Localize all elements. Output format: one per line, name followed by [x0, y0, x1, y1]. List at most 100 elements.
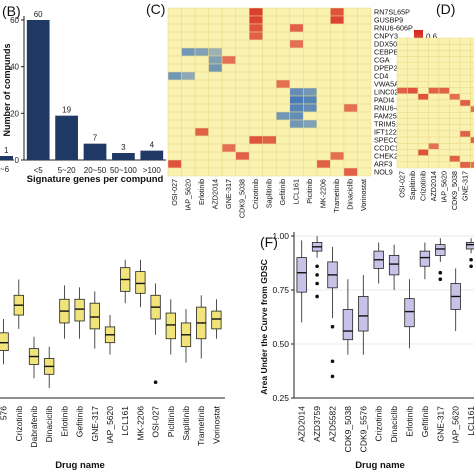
c-heat-cell — [330, 127, 345, 137]
d-heat-cell — [438, 68, 450, 76]
c-heat-cell — [221, 71, 236, 81]
c-heat-cell — [303, 127, 318, 137]
c-heat-cell — [316, 87, 331, 97]
d-col-label: IAP_5620 — [439, 171, 448, 203]
d-heat-cell — [438, 112, 450, 119]
c-heat-cell — [289, 55, 304, 65]
c-heat-cell — [194, 127, 209, 137]
d-heat-cell — [417, 56, 429, 64]
c-heat-cell — [194, 71, 209, 81]
c-heat-cell — [303, 55, 318, 65]
f-box — [435, 244, 446, 256]
c-heat-cell — [167, 47, 182, 57]
c-heat-cell — [316, 79, 331, 89]
c-heat-cell — [181, 55, 196, 65]
e-box — [0, 332, 9, 352]
c-heat-cell — [357, 7, 372, 17]
c-heat-cell — [357, 47, 372, 57]
d-heat-cell — [459, 43, 471, 51]
c-heat-cell — [221, 55, 236, 65]
c-heat-cell — [330, 55, 345, 65]
f-box — [296, 257, 307, 293]
c-row-label: NOL9 — [374, 168, 393, 177]
e-x-tick-label: Gefitinib — [75, 406, 85, 437]
c-heat-cell — [343, 111, 358, 121]
c-heat-cell — [343, 7, 358, 17]
c-heat-cell — [194, 79, 209, 89]
c-heat-cell — [181, 167, 196, 177]
d-heat-cell — [396, 56, 408, 64]
c-heat-cell — [262, 47, 277, 57]
f-outlier — [330, 324, 335, 329]
c-heat-cell — [248, 143, 263, 153]
c-heat-cell — [194, 39, 209, 49]
c-heat-cell — [235, 87, 250, 97]
b-x-tick-label: 50~100 — [110, 166, 137, 175]
c-heat-cell — [276, 39, 291, 49]
d-heat-cell — [470, 87, 474, 94]
c-heat-cell — [289, 7, 304, 17]
c-heat-cell — [303, 151, 318, 161]
c-heat-cell — [316, 143, 331, 153]
c-heat-cell — [357, 95, 372, 105]
f-x-tick-label: Erlotinib — [405, 406, 415, 437]
c-heat-cell — [357, 23, 372, 33]
c-col-label: Dinaciclib — [346, 179, 355, 210]
c-heat-cell — [248, 55, 263, 65]
c-heat-cell — [357, 39, 372, 49]
d-heat-cell — [407, 56, 419, 64]
d-heat-cell — [428, 161, 440, 169]
c-heat-cell — [235, 55, 250, 65]
c-heat-cell — [181, 159, 196, 169]
c-col-label: CDK9_5038 — [237, 179, 246, 218]
d-heat-cell — [459, 87, 471, 94]
f-box — [465, 242, 474, 250]
c-heat-cell — [276, 103, 291, 113]
c-heat-cell — [181, 79, 196, 89]
c-heat-cell — [343, 127, 358, 137]
d-heat-cell — [417, 136, 429, 144]
c-row-label: CD4 — [374, 72, 388, 81]
c-heat-cell — [221, 159, 236, 169]
d-heat-cell — [417, 161, 429, 169]
d-col-label: Saplitinib — [408, 171, 417, 200]
c-heat-cell — [248, 111, 263, 121]
c-heat-cell — [235, 47, 250, 57]
c-heat-cell — [316, 39, 331, 49]
c-heat-cell — [208, 79, 223, 89]
c-row-label: DDX50P1 — [374, 40, 406, 49]
b-bar — [83, 143, 107, 160]
c-heat-cell — [316, 119, 331, 129]
c-row-label: CNPY3 — [374, 32, 398, 41]
c-heat-cell — [167, 55, 182, 65]
d-heat-cell — [459, 56, 471, 64]
d-heat-cell — [396, 87, 408, 94]
c-heat-cell — [208, 95, 223, 105]
d-heat-cell — [470, 99, 474, 107]
c-heat-cell — [343, 63, 358, 73]
c-heat-cell — [181, 39, 196, 49]
c-heat-cell — [343, 119, 358, 129]
b-left-bar — [0, 156, 13, 160]
c-heat-cell — [276, 47, 291, 57]
c-heat-cell — [181, 135, 196, 145]
d-heat-cell — [449, 124, 461, 132]
c-col-label: OSI-027 — [170, 179, 179, 206]
d-heat-cell — [407, 142, 419, 150]
c-heat-cell — [235, 159, 250, 169]
d-heat-cell — [449, 118, 461, 125]
c-heat-cell — [181, 31, 196, 41]
b-y-tick-label: 0 — [15, 156, 20, 165]
c-heat-cell — [248, 103, 263, 113]
e-x-tick-label: IAP_5620 — [105, 406, 115, 444]
d-heat-cell — [438, 155, 450, 163]
c-heat-cell — [167, 143, 182, 153]
c-heat-cell — [357, 151, 372, 161]
c-col-label: Picitinib — [305, 179, 314, 204]
c-heat-cell — [221, 79, 236, 89]
c-heat-cell — [208, 47, 223, 57]
f-x-tick-label: AZD3759 — [312, 406, 322, 442]
d-heat-cell — [428, 87, 440, 94]
c-heat-cell — [276, 143, 291, 153]
d-col-label: GNE-317 — [460, 171, 469, 201]
